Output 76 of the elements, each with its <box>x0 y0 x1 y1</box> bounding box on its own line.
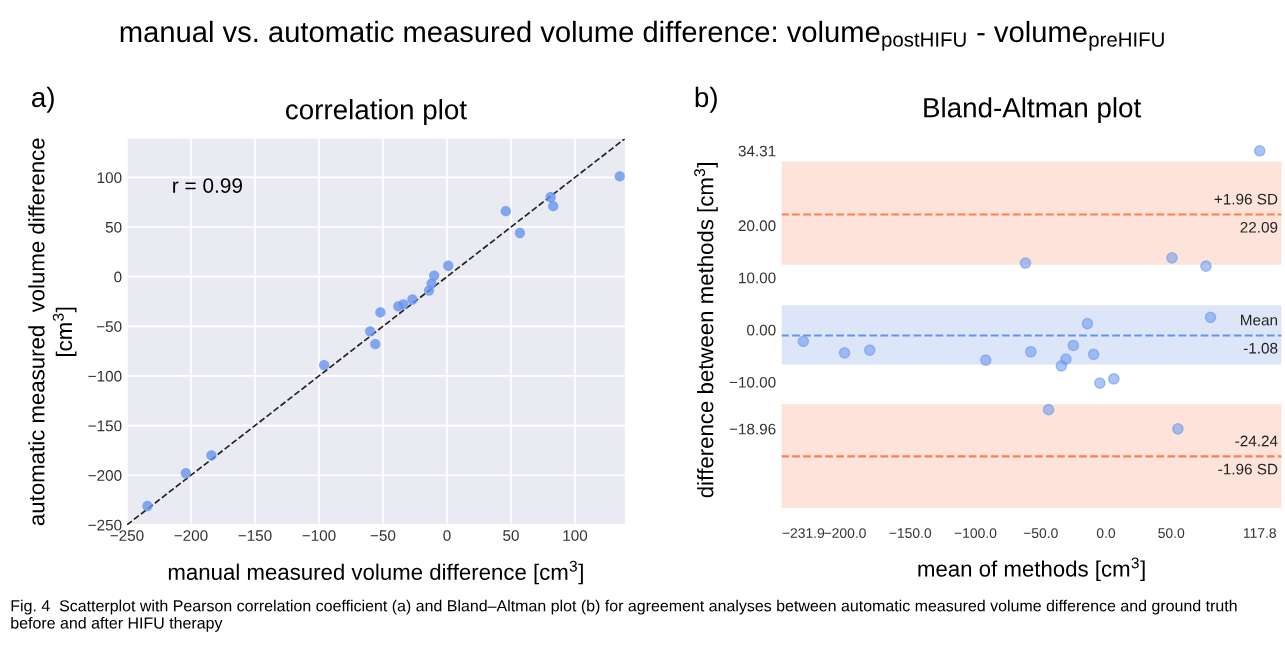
y-tick-label: 0 <box>114 271 122 283</box>
point <box>1200 260 1212 273</box>
point <box>1067 339 1080 352</box>
y-tick-label: −200 <box>88 470 122 481</box>
point <box>398 299 409 310</box>
x-tick-label: 0.0 <box>1096 528 1116 538</box>
point <box>1253 144 1266 157</box>
chart-title: correlation plot <box>286 99 467 125</box>
y-axis-title: automatic measured volume difference [cm$^{3}$] <box>28 138 77 526</box>
y-tick-label: −10.00 <box>729 376 776 388</box>
point <box>1172 422 1184 435</box>
text: a) <box>32 86 54 113</box>
x-tick-label: −231.9 <box>782 528 825 538</box>
ref-line-label: -24.24 -1.96 SD <box>1218 435 1278 475</box>
point <box>797 335 810 348</box>
point <box>548 201 559 212</box>
point <box>1094 377 1106 389</box>
point <box>1087 348 1100 361</box>
y-tick-label: 34.31 <box>738 145 776 157</box>
ref-line-label: +1.96 SD 22.09 <box>1214 193 1278 233</box>
y-tick-label: 50 <box>105 221 122 233</box>
x-tick-label: −100.0 <box>954 528 997 538</box>
y-tick-label: 20.00 <box>738 220 776 232</box>
point <box>500 206 511 217</box>
y-tick-label: −150 <box>88 420 122 432</box>
x-tick-label: −50.0 <box>1023 528 1058 538</box>
point <box>1204 311 1217 324</box>
x-tick-label: 50 <box>503 530 519 541</box>
point <box>365 326 376 337</box>
y-tick-label: −50 <box>96 321 122 332</box>
y-tick-label: 10.00 <box>739 272 776 284</box>
x-axis-title: manual measured volume difference [cm$^{3}$] <box>168 560 583 585</box>
point <box>1060 353 1072 365</box>
x-tick-label: −100 <box>302 530 336 541</box>
point <box>838 346 851 359</box>
x-tick-label: −150.0 <box>889 528 932 538</box>
point <box>206 450 217 461</box>
point <box>1019 257 1032 269</box>
x-tick-label: −50 <box>370 530 396 541</box>
y-tick-label: 100 <box>97 172 122 184</box>
x-tick-label: 100 <box>563 530 588 541</box>
y-tick-label: −100 <box>88 370 122 382</box>
x-tick-label: 0 <box>443 530 451 541</box>
point <box>1024 345 1037 358</box>
point <box>545 192 556 203</box>
point <box>614 171 625 182</box>
point <box>1042 403 1055 416</box>
point <box>443 260 454 271</box>
point <box>1081 317 1094 330</box>
point <box>429 270 440 281</box>
y-tick-label: −18.96 <box>729 423 776 435</box>
point <box>1166 251 1178 264</box>
x-tick-label: 50.0 <box>1158 528 1185 538</box>
x-tick-label: −200 <box>174 530 208 541</box>
point <box>318 359 330 371</box>
caption: Fig. 4 Scatterplot with Pearson correlation coefficient (a) and Bland–Altman plot (b) for agreement analyses between automatic measured volume difference and ground truth before and after HIFU therapy <box>11 599 1237 632</box>
y-axis-title: difference between methods [cm$^{3}$] <box>694 163 718 498</box>
chart-title: Bland-Altman plot <box>924 97 1142 124</box>
point <box>863 344 876 357</box>
x-axis-title: mean of methods [cm$^{3}$] <box>918 557 1145 582</box>
point <box>1107 373 1120 385</box>
text: b) <box>695 86 717 113</box>
point <box>180 468 191 479</box>
point <box>407 294 418 305</box>
annotation: r = 0.99 <box>173 178 243 193</box>
x-tick-label: −150 <box>238 530 272 541</box>
point <box>375 307 386 318</box>
point <box>514 227 526 239</box>
x-tick-label: −200.0 <box>824 528 866 538</box>
text: manual vs. automatic measured volume difference: volume$_{postHIFU}$ - volume$_{preHIFU}$ <box>120 20 1164 51</box>
point <box>142 500 153 512</box>
ref-line-label: Mean -1.08 <box>1241 314 1278 354</box>
x-tick-label: 117.8 <box>1243 528 1276 538</box>
y-tick-label: 0.00 <box>747 324 776 336</box>
point <box>979 354 992 366</box>
point <box>370 339 381 350</box>
